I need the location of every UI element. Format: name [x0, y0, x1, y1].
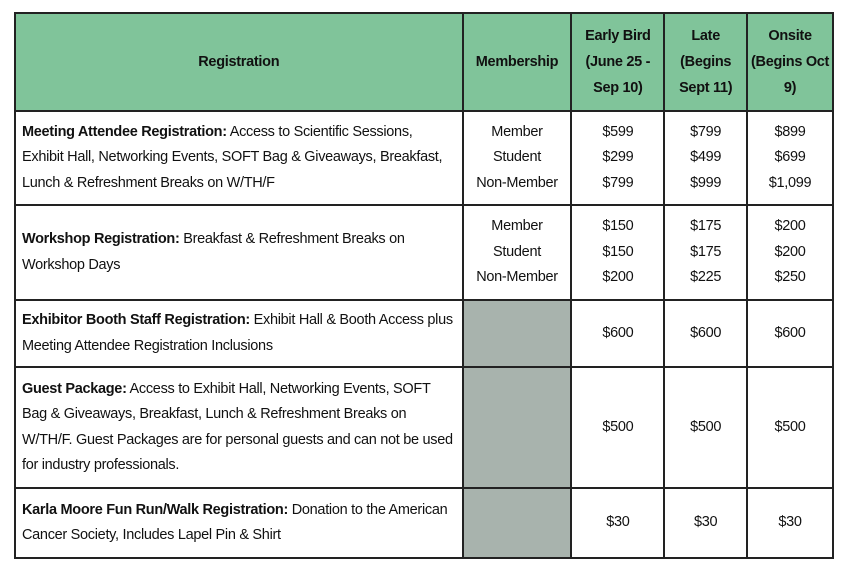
- onsite-price-cell: $200 $200 $250: [746, 204, 834, 301]
- late-price-cell: $799 $499 $999: [663, 110, 749, 206]
- early-price-cell: $599 $299 $799: [570, 110, 666, 206]
- early-price-cell: $150 $150 $200: [570, 204, 666, 301]
- registration-details: Access to Scientific Sessions, Exhibit H…: [22, 123, 443, 191]
- registration-title: Meeting Attendee Registration:: [22, 123, 227, 140]
- early-price-cell: $30: [570, 487, 666, 559]
- registration-description: Workshop Registration: Breakfast & Refre…: [14, 204, 464, 301]
- registration-title: Guest Package:: [22, 380, 127, 397]
- header-late: Late (Begins Sept 11): [663, 12, 749, 112]
- late-price-cell: $175 $175 $225: [663, 204, 749, 301]
- membership-cell: Member Student Non-Member: [461, 204, 573, 301]
- empty-membership-cell: [461, 487, 573, 559]
- price: $200: [774, 218, 806, 235]
- price: $200: [774, 243, 806, 260]
- registration-description: Meeting Attendee Registration: Access to…: [14, 110, 464, 206]
- price: $250: [774, 269, 806, 286]
- registration-description: Exhibitor Booth Staff Registration: Exhi…: [14, 299, 464, 368]
- registration-description: Guest Package: Access to Exhibit Hall, N…: [14, 366, 464, 489]
- membership-type: Student: [493, 149, 541, 166]
- membership-type: Member: [491, 218, 543, 235]
- price: $999: [690, 174, 722, 191]
- membership-type: Non-Member: [476, 269, 558, 286]
- early-price-cell: $600: [570, 299, 666, 368]
- price: $699: [774, 149, 806, 166]
- price: $899: [774, 123, 806, 140]
- table-row: Workshop Registration: Breakfast & Refre…: [14, 204, 834, 301]
- late-price-cell: $600: [663, 299, 749, 368]
- registration-details: Breakfast & Refreshment Breaks on Worksh…: [22, 231, 405, 273]
- table-row: Guest Package: Access to Exhibit Hall, N…: [14, 366, 834, 489]
- price: $175: [690, 243, 722, 260]
- price: $299: [602, 149, 634, 166]
- empty-membership-cell: [461, 299, 573, 368]
- membership-cell: Member Student Non-Member: [461, 110, 573, 206]
- late-price-cell: $500: [663, 366, 749, 489]
- registration-description: Karla Moore Fun Run/Walk Registration: D…: [14, 487, 464, 559]
- table-row: Exhibitor Booth Staff Registration: Exhi…: [14, 299, 834, 368]
- membership-type: Non-Member: [476, 174, 558, 191]
- membership-type: Member: [491, 123, 543, 140]
- registration-title: Workshop Registration:: [22, 231, 180, 247]
- header-early-bird: Early Bird (June 25 - Sep 10): [570, 12, 666, 112]
- table-row: Karla Moore Fun Run/Walk Registration: D…: [14, 487, 834, 559]
- price: $499: [690, 149, 722, 166]
- price: $799: [602, 174, 634, 191]
- onsite-price-cell: $899 $699 $1,099: [746, 110, 834, 206]
- price: $1,099: [768, 174, 812, 191]
- price: $150: [602, 218, 634, 235]
- registration-details: Exhibit Hall & Booth Access plus Meeting…: [22, 312, 453, 354]
- onsite-price-cell: $30: [746, 487, 834, 559]
- registration-details: Donation to the American Cancer Society,…: [22, 501, 448, 544]
- empty-membership-cell: [461, 366, 573, 489]
- table-row: Meeting Attendee Registration: Access to…: [14, 110, 834, 206]
- header-membership: Membership: [461, 12, 573, 112]
- registration-details: Access to Exhibit Hall, Networking Event…: [22, 380, 453, 474]
- membership-type: Student: [493, 243, 541, 260]
- price: $599: [602, 123, 634, 140]
- header-registration: Registration: [14, 12, 464, 112]
- price: $225: [690, 269, 722, 286]
- onsite-price-cell: $500: [746, 366, 834, 489]
- registration-title: Karla Moore Fun Run/Walk Registration:: [22, 501, 288, 518]
- early-price-cell: $500: [570, 366, 666, 489]
- late-price-cell: $30: [663, 487, 749, 559]
- header-onsite: Onsite (Begins Oct 9): [746, 12, 834, 112]
- price: $799: [690, 123, 722, 140]
- onsite-price-cell: $600: [746, 299, 834, 368]
- price: $200: [602, 269, 634, 286]
- header-row: Registration Membership Early Bird (June…: [14, 12, 834, 112]
- price: $175: [690, 218, 722, 235]
- registration-pricing-table: Registration Membership Early Bird (June…: [14, 12, 834, 559]
- registration-title: Exhibitor Booth Staff Registration:: [22, 312, 250, 328]
- price: $150: [602, 243, 634, 260]
